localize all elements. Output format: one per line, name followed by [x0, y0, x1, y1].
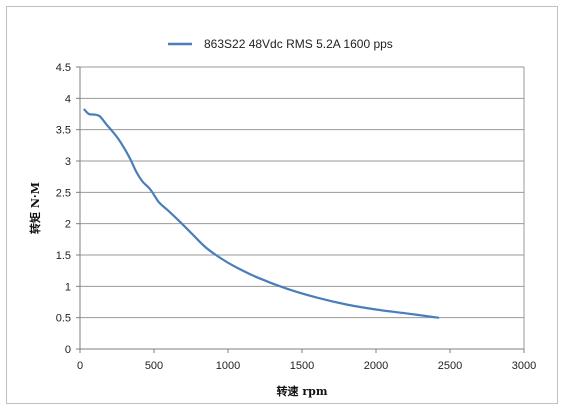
x-tick-label: 1000	[216, 360, 240, 372]
y-tick-label: 1	[65, 281, 71, 293]
x-tick-label: 1500	[290, 360, 314, 372]
legend-label: 863S22 48Vdc RMS 5.2A 1600 pps	[204, 37, 393, 51]
legend: 863S22 48Vdc RMS 5.2A 1600 pps	[168, 37, 393, 51]
x-tick-labels: 0 500 1000 1500 2000 2500 3000	[77, 360, 536, 372]
y-tick-label: 3	[65, 156, 71, 168]
y-tick-labels: 0 0.5 1 1.5 2 2.5 3 3.5 4 4.5	[56, 62, 71, 356]
x-tick-label: 2000	[364, 360, 388, 372]
y-tick-label: 4.5	[56, 62, 71, 74]
x-tick-label: 500	[145, 360, 163, 372]
series-line-0	[83, 108, 440, 319]
y-axis-title: 转矩 N·M	[28, 182, 42, 234]
grid-layer	[80, 66, 525, 349]
y-tick-label: 3.5	[56, 125, 71, 137]
x-tick-label: 2500	[438, 360, 462, 372]
y-tick-label: 4	[65, 93, 71, 105]
x-tick-label: 3000	[512, 360, 536, 372]
axis-layer	[76, 66, 525, 353]
y-tick-label: 2.5	[56, 187, 71, 199]
y-tick-label: 1.5	[56, 250, 71, 262]
x-tick-label: 0	[77, 360, 83, 372]
x-axis-title: 转速 rpm	[277, 384, 328, 398]
y-tick-label: 0.5	[56, 313, 71, 325]
chart-frame	[6, 6, 558, 404]
y-tick-label: 2	[65, 219, 71, 231]
series-layer	[83, 108, 440, 319]
y-tick-label: 0	[65, 344, 71, 356]
